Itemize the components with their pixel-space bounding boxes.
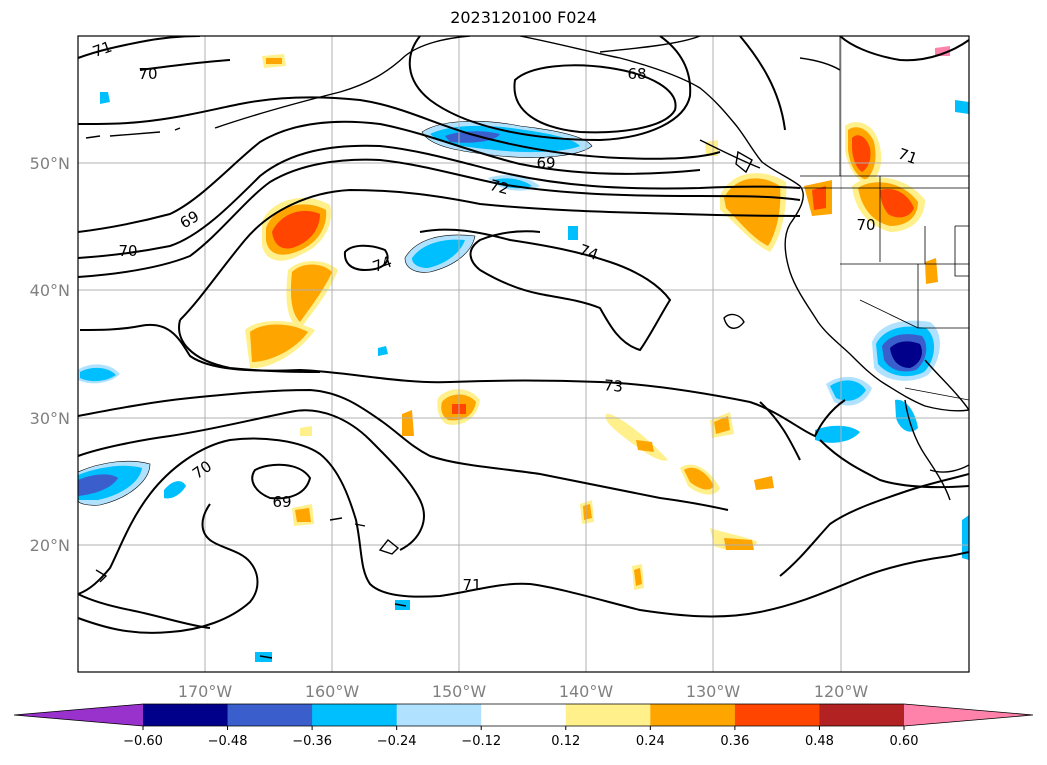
- colorbar-segment: [734, 704, 820, 726]
- colorbar-segment: [819, 704, 905, 726]
- colorbar-segment: [227, 704, 313, 726]
- map-frame: [77, 35, 970, 673]
- contour-label: 69: [536, 154, 555, 172]
- colorbar-tick-label: −0.60: [123, 734, 163, 749]
- longitude-label: 130°W: [686, 682, 741, 701]
- contour-label: 71: [462, 576, 481, 594]
- colorbar-tick-label: 0.60: [890, 734, 919, 749]
- gridlines: [78, 36, 969, 672]
- colorbar-tick-label: 0.12: [551, 734, 580, 749]
- longitude-axis: 170°W 160°W 150°W 140°W 130°W 120°W: [178, 682, 869, 701]
- map-title: 2023120100 F024: [450, 8, 597, 27]
- colorbar-tick-label: −0.48: [208, 734, 248, 749]
- contour-label: 70: [138, 65, 157, 83]
- contour-label: 71: [90, 38, 114, 61]
- contour-lines: [78, 36, 969, 634]
- colorbar-segment: [143, 704, 229, 726]
- colorbar: −0.60 −0.48 −0.36 −0.24 −0.12 0.12 0.24 0.36 0.4…: [13, 703, 1034, 749]
- colorbar-segment: [481, 704, 567, 726]
- latitude-label: 50°N: [30, 154, 70, 173]
- contour-label: 74: [577, 241, 601, 264]
- colorbar-tick-label: 0.36: [720, 734, 749, 749]
- colorbar-tick-label: −0.36: [292, 734, 332, 749]
- latitude-label: 30°N: [30, 409, 70, 428]
- latitude-axis: 50°N 40°N 30°N 20°N: [30, 154, 70, 555]
- colorbar-segment: [565, 704, 651, 726]
- colorbar-tick-label: −0.12: [461, 734, 501, 749]
- latitude-label: 20°N: [30, 536, 70, 555]
- longitude-label: 170°W: [178, 682, 233, 701]
- contour-label: 71: [896, 145, 920, 168]
- contour-label: 74: [370, 253, 394, 276]
- colorbar-tick-label: 0.24: [636, 734, 665, 749]
- contour-label: 73: [603, 376, 624, 396]
- colorbar-segment: [650, 704, 736, 726]
- contour-label: 70: [118, 242, 137, 260]
- longitude-label: 120°W: [814, 682, 869, 701]
- colorbar-tick-label: −0.24: [377, 734, 417, 749]
- colorbar-segment: [396, 704, 482, 726]
- coastlines: [85, 36, 969, 659]
- latitude-label: 40°N: [30, 281, 70, 300]
- colorbar-tick-label: 0.48: [805, 734, 834, 749]
- colorbar-extend-high: [904, 704, 1033, 726]
- colorbar-extend-low: [14, 704, 143, 726]
- longitude-label: 150°W: [432, 682, 487, 701]
- contour-label: 68: [627, 65, 646, 83]
- longitude-label: 140°W: [559, 682, 614, 701]
- longitude-label: 160°W: [305, 682, 360, 701]
- contour-label: 72: [488, 176, 511, 198]
- contour-label: 70: [856, 216, 875, 234]
- political-borders: [800, 36, 969, 401]
- contour-label: 69: [272, 493, 291, 511]
- anomaly-shading: [78, 46, 969, 662]
- colorbar-segment: [312, 704, 398, 726]
